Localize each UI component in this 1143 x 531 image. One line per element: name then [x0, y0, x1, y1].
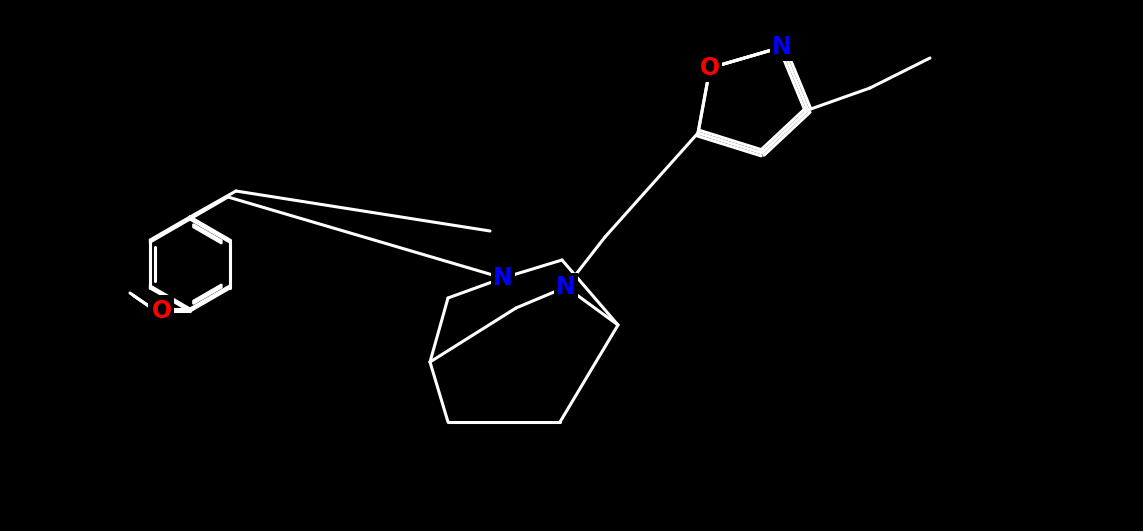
Text: N: N [493, 266, 513, 290]
Text: O: O [150, 297, 170, 321]
Text: O: O [700, 56, 720, 80]
Text: N: N [773, 35, 792, 59]
Text: N: N [557, 275, 576, 299]
Text: O: O [152, 299, 173, 323]
